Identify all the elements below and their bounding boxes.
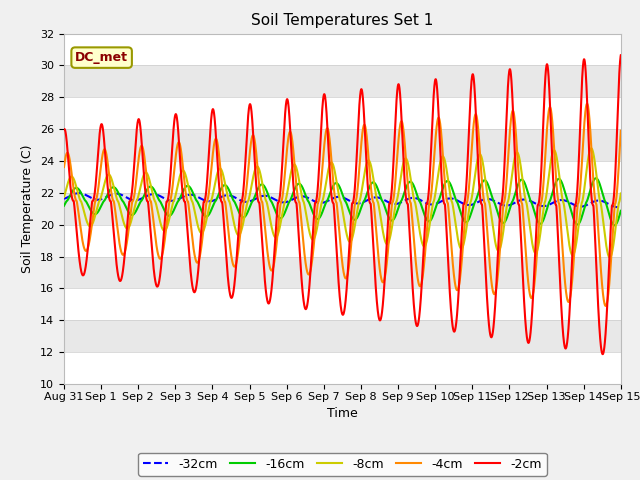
Y-axis label: Soil Temperature (C): Soil Temperature (C) [22,144,35,273]
Bar [64,320,621,352]
Bar [64,129,621,161]
Bar [64,2,621,34]
Bar [64,352,621,384]
Bar [64,34,621,65]
Bar [64,161,621,193]
Bar [64,257,621,288]
Title: Soil Temperatures Set 1: Soil Temperatures Set 1 [252,13,433,28]
Bar [64,225,621,257]
Bar [64,65,621,97]
X-axis label: Time: Time [327,407,358,420]
Bar [64,288,621,320]
Legend: -32cm, -16cm, -8cm, -4cm, -2cm: -32cm, -16cm, -8cm, -4cm, -2cm [138,453,547,476]
Bar [64,193,621,225]
Text: DC_met: DC_met [75,51,128,64]
Bar [64,97,621,129]
